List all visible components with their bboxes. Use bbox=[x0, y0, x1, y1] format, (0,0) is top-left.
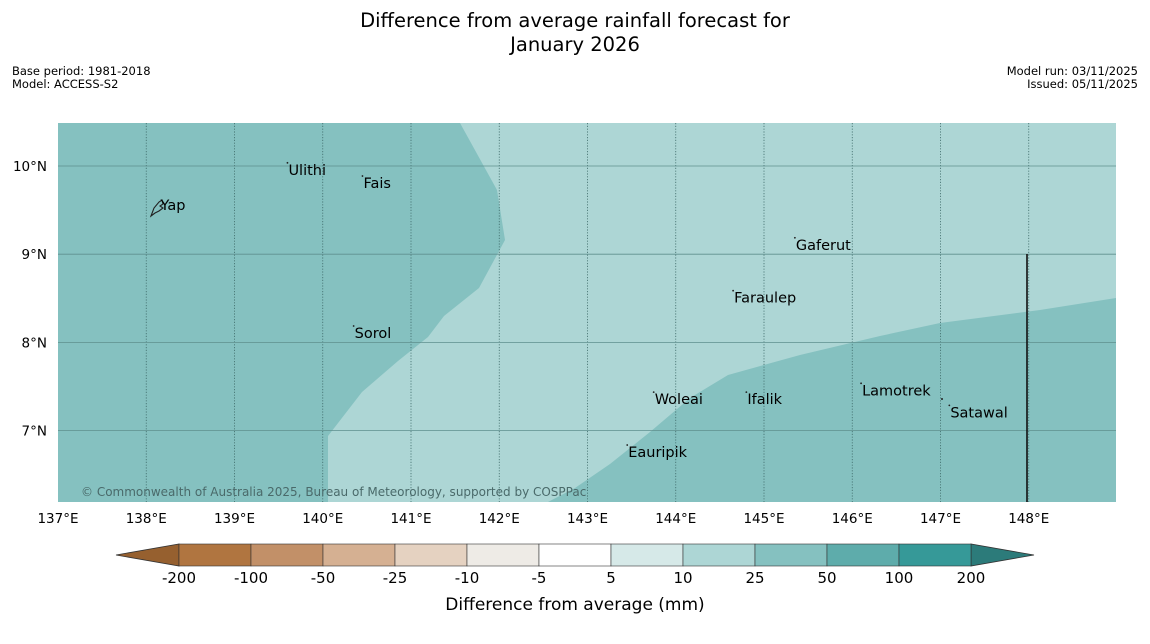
lon-tick-label: 145°E bbox=[743, 511, 784, 527]
place-ulithi: Ulithi bbox=[286, 161, 326, 179]
island-marker bbox=[286, 161, 289, 164]
place-faraulep: Faraulep bbox=[732, 289, 796, 307]
lon-tick-label: 144°E bbox=[655, 511, 696, 527]
island-marker bbox=[361, 175, 364, 177]
map-panel: Yap Ulithi Fais Sorol Gaferut Faraulep Woleai I… bbox=[58, 123, 1116, 502]
colorbar-bin bbox=[178, 543, 252, 567]
colorbar-tick-label: -5 bbox=[532, 569, 547, 587]
island-marker bbox=[626, 444, 629, 446]
colorbar-bin bbox=[250, 543, 324, 567]
meta-right: Model run: 03/11/2025 Issued: 05/11/2025 bbox=[1007, 65, 1138, 91]
lon-tick-label: 146°E bbox=[832, 511, 873, 527]
island-marker bbox=[652, 391, 655, 394]
issued-text: Issued: 05/11/2025 bbox=[1027, 77, 1138, 91]
lat-tick-label: 10°N bbox=[13, 159, 47, 175]
colorbar-tick-label: -200 bbox=[162, 569, 196, 587]
colorbar-bin bbox=[898, 543, 972, 567]
meta-left: Base period: 1981-2018 Model: ACCESS-S2 bbox=[12, 65, 151, 91]
lon-tick-label: 147°E bbox=[920, 511, 961, 527]
colorbar-bin bbox=[538, 543, 612, 567]
lon-tick-label: 142°E bbox=[479, 511, 520, 527]
base-period-text: Base period: 1981-2018 bbox=[12, 64, 151, 78]
lon-tick-label: 141°E bbox=[390, 511, 431, 527]
place-fais: Fais bbox=[361, 175, 391, 192]
lat-tick-label: 8°N bbox=[22, 335, 47, 351]
island-marker bbox=[948, 404, 951, 407]
place-woleai: Woleai bbox=[652, 391, 703, 408]
place-label: Ifalik bbox=[747, 392, 782, 408]
place-label: Ulithi bbox=[288, 163, 326, 179]
place-satawal: Satawal bbox=[948, 404, 1008, 421]
region-10-25mm bbox=[328, 123, 1116, 502]
colorbar-tick-label: 100 bbox=[885, 569, 914, 587]
colorbar-bin bbox=[322, 543, 396, 567]
place-label: Yap bbox=[159, 198, 185, 214]
latitude-tick-labels: 10°N 9°N 8°N 7°N bbox=[13, 159, 47, 440]
copyright-text: © Commonwealth of Australia 2025, Bureau… bbox=[81, 485, 586, 499]
place-eauripik: Eauripik bbox=[626, 444, 688, 461]
map-title: Difference from average rainfall forecas… bbox=[0, 9, 1150, 57]
colorbar-tick-label: -100 bbox=[234, 569, 268, 587]
colorbar-tick-label: 50 bbox=[817, 569, 836, 587]
title-line-1: Difference from average rainfall forecas… bbox=[360, 9, 790, 32]
colorbar-extend-high bbox=[970, 543, 1035, 567]
colorbar-extend-low bbox=[115, 543, 180, 567]
place-label: Eauripik bbox=[628, 445, 687, 461]
place-label: Faraulep bbox=[734, 291, 796, 307]
lon-tick-label: 148°E bbox=[1008, 511, 1049, 527]
place-lamotrek: Lamotrek bbox=[860, 382, 931, 399]
lon-tick-label: 138°E bbox=[126, 511, 167, 527]
title-line-2: January 2026 bbox=[510, 33, 640, 56]
colorbar-tick-label: -25 bbox=[383, 569, 408, 587]
colorbar-tick-label: 10 bbox=[673, 569, 692, 587]
place-ifalik: Ifalik bbox=[745, 391, 783, 408]
place-label: Satawal bbox=[950, 405, 1007, 421]
islet-marker bbox=[941, 398, 943, 400]
colorbar: -200 -100 -50 -25 -10 -5 5 10 25 50 100 200 bbox=[115, 543, 1035, 587]
colorbar-bin bbox=[754, 543, 828, 567]
colorbar-title: Difference from average (mm) bbox=[445, 595, 704, 615]
longitude-tick-labels: 137°E 138°E 139°E 140°E 141°E 142°E 143°E 144°E… bbox=[37, 511, 1049, 527]
island-marker bbox=[860, 382, 862, 385]
colorbar-tick-label: -10 bbox=[455, 569, 480, 587]
lat-tick-label: 9°N bbox=[22, 247, 47, 263]
place-yap: Yap bbox=[159, 198, 185, 214]
place-gaferut: Gaferut bbox=[793, 236, 851, 254]
island-marker bbox=[732, 289, 735, 292]
lat-tick-label: 7°N bbox=[22, 424, 47, 440]
colorbar-bin bbox=[682, 543, 756, 567]
colorbar-tick-label: 25 bbox=[745, 569, 764, 587]
lon-tick-label: 143°E bbox=[567, 511, 608, 527]
colorbar-tick-label: 200 bbox=[957, 569, 986, 587]
place-label: Lamotrek bbox=[862, 383, 931, 399]
model-run-text: Model run: 03/11/2025 bbox=[1006, 64, 1138, 78]
colorbar-tick-label: -50 bbox=[311, 569, 336, 587]
place-label: Fais bbox=[363, 176, 390, 192]
lon-tick-label: 139°E bbox=[214, 511, 255, 527]
island-marker bbox=[352, 325, 355, 327]
island-marker bbox=[745, 391, 748, 394]
place-label: Gaferut bbox=[796, 238, 851, 254]
place-labels: Yap Ulithi Fais Sorol Gaferut Faraulep Woleai I… bbox=[159, 161, 1008, 461]
colorbar-tick-label: 5 bbox=[606, 569, 616, 587]
lon-tick-label: 140°E bbox=[302, 511, 343, 527]
island-marker bbox=[793, 236, 796, 239]
colorbar-bin bbox=[826, 543, 900, 567]
colorbar-bin bbox=[610, 543, 684, 567]
place-label: Woleai bbox=[655, 392, 703, 408]
place-label: Sorol bbox=[355, 326, 392, 342]
lon-tick-label: 137°E bbox=[37, 511, 78, 527]
graticule bbox=[58, 123, 1116, 502]
colorbar-bin bbox=[394, 543, 468, 567]
place-sorol: Sorol bbox=[352, 325, 392, 342]
model-text: Model: ACCESS-S2 bbox=[12, 77, 119, 91]
colorbar-bin bbox=[466, 543, 540, 567]
yap-island-outline bbox=[149, 199, 164, 218]
